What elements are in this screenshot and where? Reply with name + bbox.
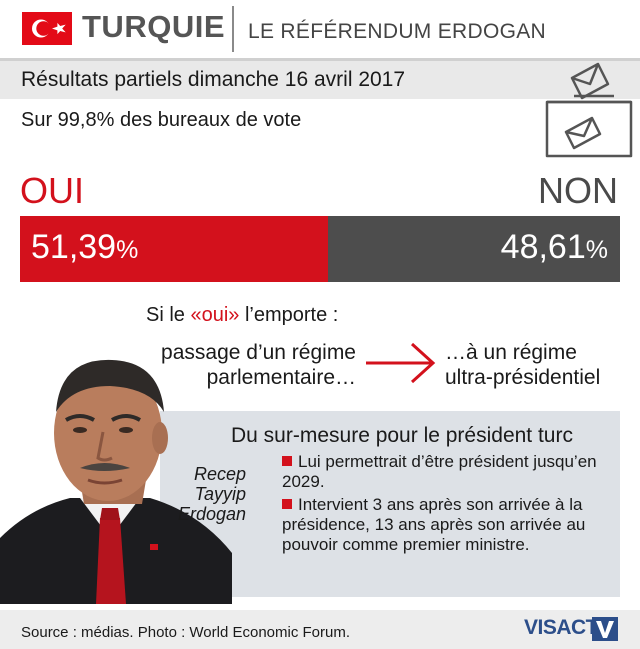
list-item: Lui permettrait d’être président jusqu’e… bbox=[282, 452, 597, 491]
visactu-logo-icon bbox=[592, 617, 618, 646]
oui-highlight: «oui» bbox=[190, 304, 240, 326]
list-item: Intervient 3 ans après son arrivée à la … bbox=[282, 495, 586, 554]
bullet-square-icon bbox=[282, 499, 292, 509]
to-regime-text: …à un régime ultra-présidentiel bbox=[445, 341, 601, 389]
footer-source: Source : médias. Photo : World Economic … bbox=[21, 624, 351, 641]
bullet-square-icon bbox=[282, 456, 292, 466]
header bbox=[0, 0, 640, 62]
oui-label: OUI bbox=[20, 170, 85, 211]
header-divider bbox=[232, 6, 234, 52]
turkey-flag-icon bbox=[22, 12, 72, 45]
non-label: NON bbox=[538, 170, 618, 211]
info-panel bbox=[160, 411, 620, 597]
subject-title: LE RÉFÉRENDUM ERDOGAN bbox=[248, 20, 547, 43]
erdogan-portrait bbox=[0, 348, 232, 604]
header-rule bbox=[0, 58, 640, 61]
results-subtitle: Sur 99,8% des bureaux de vote bbox=[21, 109, 302, 131]
oui-value: 51,39% bbox=[31, 228, 139, 266]
results-band bbox=[0, 61, 640, 99]
footer-band bbox=[0, 610, 640, 649]
non-value: 48,61% bbox=[500, 228, 608, 266]
bullet-list: Lui permettrait d’être président jusqu’e… bbox=[282, 452, 622, 558]
condition-title: Si le «oui» l’emporte : bbox=[146, 304, 339, 326]
panel-title: Du sur-mesure pour le président turc bbox=[231, 424, 573, 447]
person-name: Recep Tayyip Erdogan bbox=[177, 464, 246, 524]
ballot-box-icon bbox=[544, 60, 634, 165]
oui-bar: 51,39% bbox=[20, 216, 328, 282]
country-title: TURQUIE bbox=[82, 9, 225, 44]
arrow-right-icon bbox=[366, 340, 438, 391]
non-bar: 48,61% bbox=[328, 216, 620, 282]
from-regime-text: passage d’un régime parlementaire… bbox=[161, 341, 356, 389]
results-title: Résultats partiels dimanche 16 avril 201… bbox=[21, 68, 406, 91]
visactu-logo: VISACTU bbox=[524, 616, 613, 639]
